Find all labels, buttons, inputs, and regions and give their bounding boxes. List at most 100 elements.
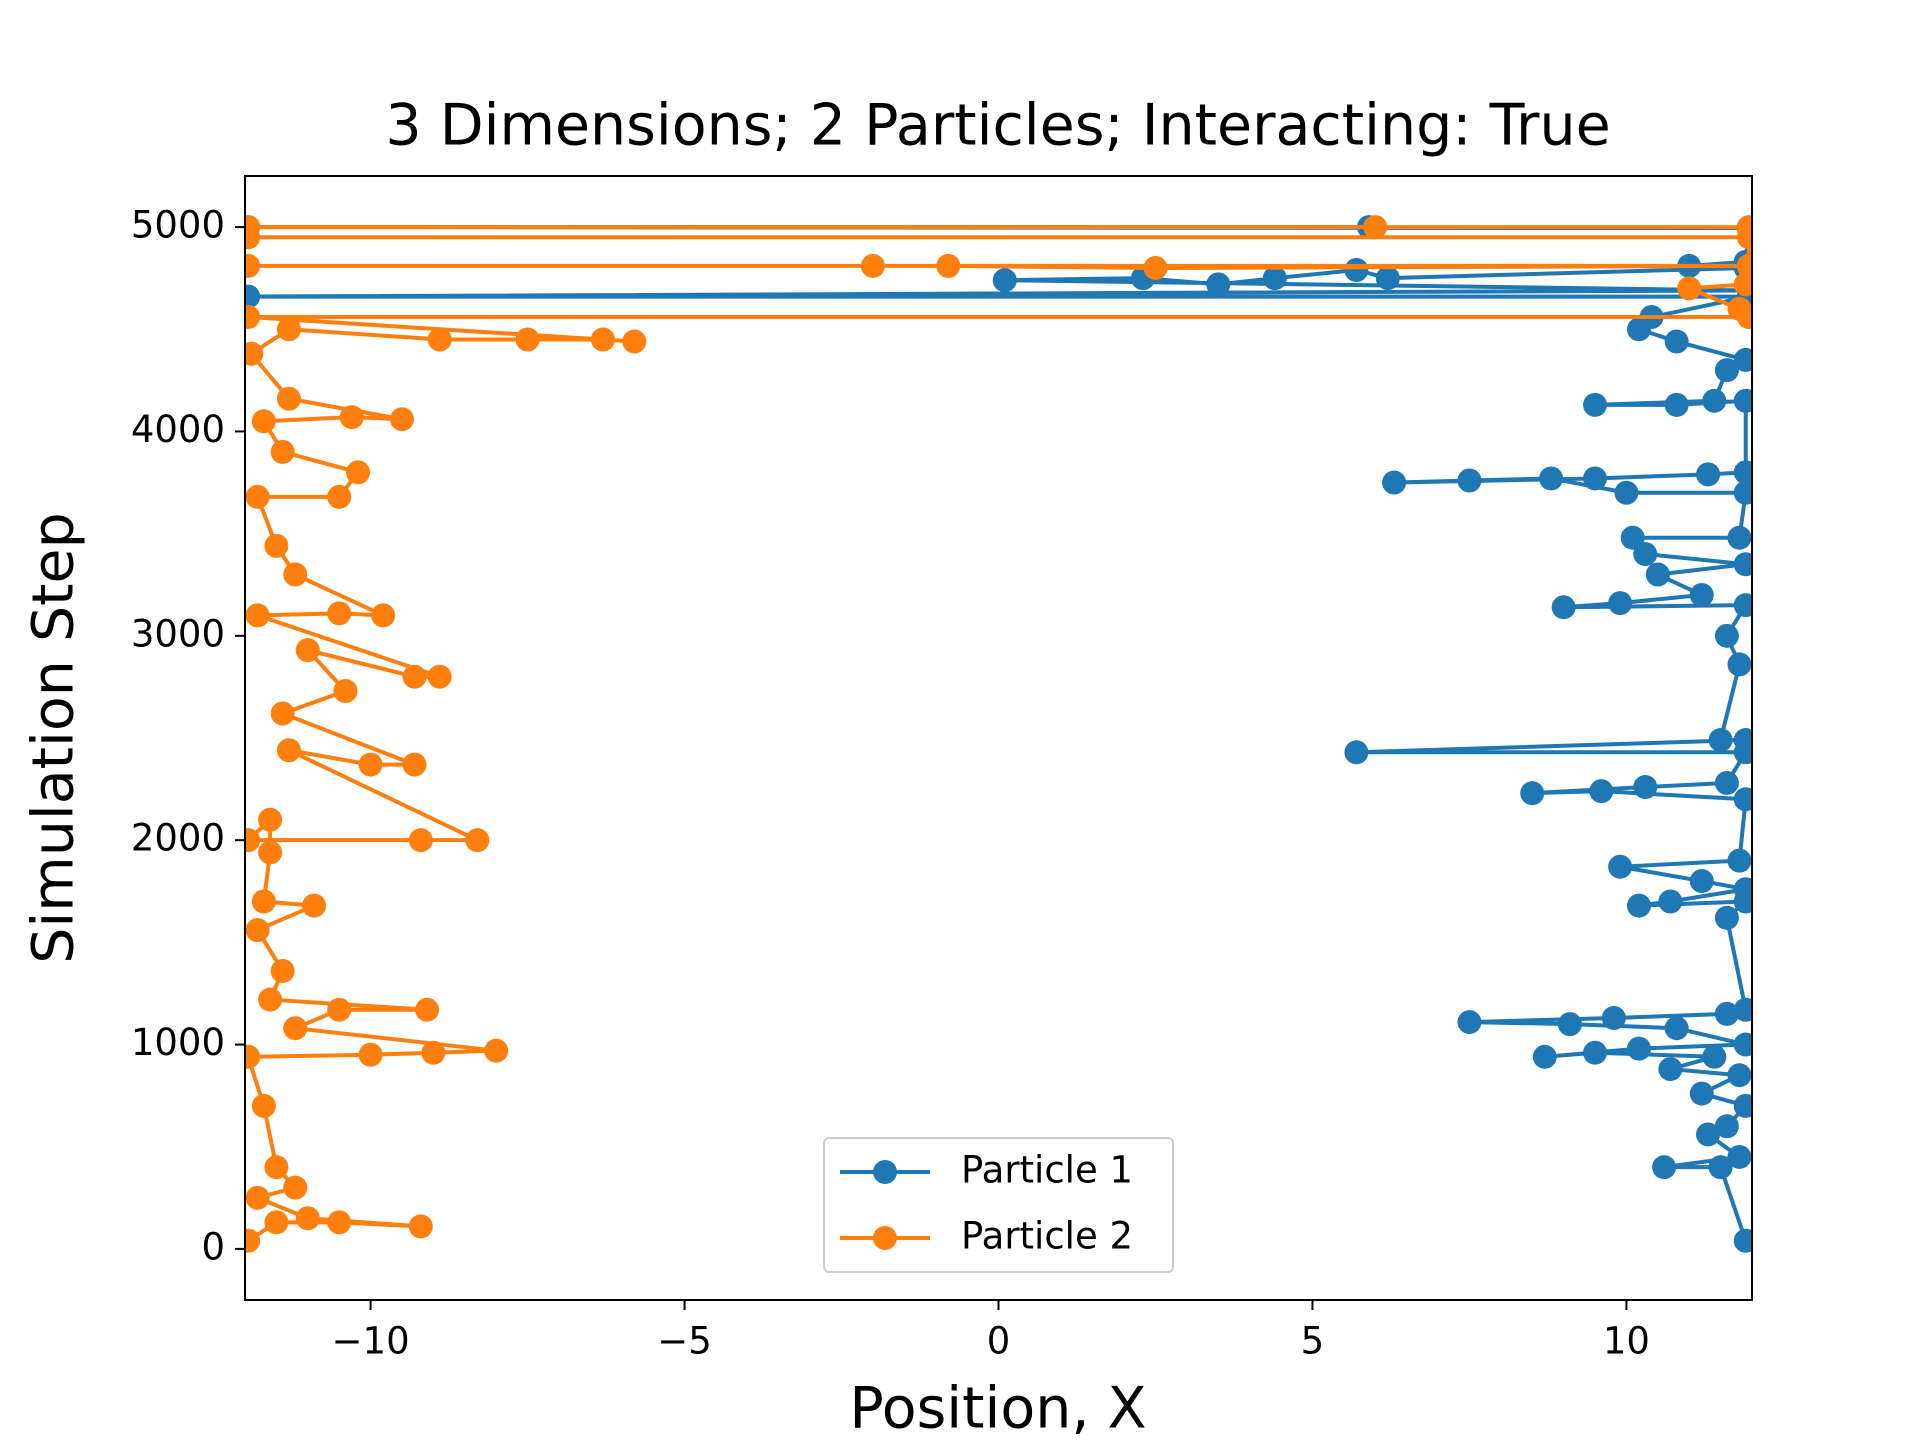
point-marker — [590, 327, 615, 352]
point-marker — [1733, 388, 1752, 413]
legend-label: Particle 2 — [961, 1215, 1133, 1258]
x-tick-label: 5 — [1301, 1320, 1325, 1363]
point-marker — [245, 828, 261, 853]
point-marker — [1733, 1228, 1752, 1253]
point-marker — [245, 918, 270, 943]
point-marker — [1708, 728, 1733, 753]
point-marker — [1733, 552, 1752, 577]
point-marker — [245, 1185, 270, 1210]
y-tick-label: 2000 — [131, 817, 225, 860]
point-marker — [245, 215, 261, 240]
point-marker — [1262, 266, 1287, 291]
point-marker — [270, 439, 295, 464]
point-marker — [283, 1016, 308, 1041]
point-marker — [245, 1044, 261, 1069]
point-marker — [402, 752, 427, 777]
point-marker — [1633, 775, 1658, 800]
point-marker — [302, 893, 327, 918]
point-marker — [1557, 1012, 1582, 1037]
point-marker — [1736, 215, 1752, 240]
point-marker — [1589, 779, 1614, 804]
x-tick-label: 0 — [987, 1320, 1011, 1363]
point-marker — [1702, 1044, 1727, 1069]
point-marker — [408, 1214, 433, 1239]
point-marker — [245, 284, 261, 309]
point-marker — [936, 253, 961, 278]
point-marker — [515, 327, 540, 352]
point-marker — [1601, 1005, 1626, 1030]
point-marker — [258, 987, 283, 1012]
point-marker — [484, 1038, 509, 1063]
point-marker — [1583, 392, 1608, 417]
legend-marker — [873, 1226, 897, 1250]
point-marker — [1733, 460, 1752, 485]
point-marker — [283, 562, 308, 587]
point-marker — [1696, 462, 1721, 487]
point-marker — [251, 889, 276, 914]
point-marker — [245, 484, 270, 509]
x-tick-label: −5 — [657, 1320, 712, 1363]
point-marker — [270, 701, 295, 726]
point-marker — [1733, 787, 1752, 812]
point-marker — [1727, 296, 1752, 321]
point-marker — [258, 807, 283, 832]
x-tick-label: −10 — [332, 1320, 410, 1363]
point-marker — [327, 997, 352, 1022]
point-marker — [427, 327, 452, 352]
point-marker — [1733, 1093, 1752, 1118]
point-marker — [1727, 848, 1752, 873]
x-axis-label: Position, X — [849, 1376, 1146, 1440]
point-marker — [371, 603, 396, 628]
point-marker — [1645, 562, 1670, 587]
point-marker — [1689, 582, 1714, 607]
point-marker — [1608, 854, 1633, 879]
point-marker — [1714, 1001, 1739, 1026]
point-marker — [1727, 1063, 1752, 1088]
point-marker — [1696, 1122, 1721, 1147]
point-marker — [327, 1210, 352, 1235]
point-marker — [860, 253, 885, 278]
point-marker — [245, 1228, 261, 1253]
point-marker — [327, 484, 352, 509]
point-marker — [1633, 542, 1658, 567]
point-marker — [1664, 392, 1689, 417]
x-tick-label: 10 — [1603, 1320, 1650, 1363]
point-marker — [1736, 253, 1752, 278]
point-marker — [1733, 272, 1752, 297]
point-marker — [346, 460, 371, 485]
point-marker — [427, 664, 452, 689]
point-marker — [1733, 480, 1752, 505]
y-tick-label: 3000 — [131, 612, 225, 655]
point-marker — [1658, 1057, 1683, 1082]
point-marker — [276, 386, 301, 411]
point-marker — [1614, 480, 1639, 505]
point-marker — [421, 1040, 446, 1065]
point-marker — [295, 1206, 320, 1231]
plot-area — [245, 215, 1752, 1253]
point-marker — [258, 840, 283, 865]
point-marker — [1689, 1081, 1714, 1106]
point-marker — [1727, 525, 1752, 550]
point-marker — [1727, 652, 1752, 677]
point-marker — [1626, 1036, 1651, 1061]
legend-label: Particle 1 — [961, 1149, 1133, 1192]
point-marker — [1733, 1032, 1752, 1057]
point-marker — [622, 329, 647, 354]
point-marker — [1664, 1016, 1689, 1041]
point-marker — [1677, 276, 1702, 301]
point-marker — [415, 997, 440, 1022]
point-marker — [1664, 329, 1689, 354]
point-marker — [276, 738, 301, 763]
point-marker — [1375, 266, 1400, 291]
point-marker — [245, 305, 261, 330]
point-marker — [245, 603, 270, 628]
point-marker — [1626, 893, 1651, 918]
point-marker — [251, 409, 276, 434]
point-marker — [465, 828, 490, 853]
point-marker — [1733, 347, 1752, 372]
point-marker — [1532, 1044, 1557, 1069]
point-marker — [264, 1210, 289, 1235]
point-marker — [1583, 466, 1608, 491]
point-marker — [270, 958, 295, 983]
point-marker — [339, 405, 364, 430]
